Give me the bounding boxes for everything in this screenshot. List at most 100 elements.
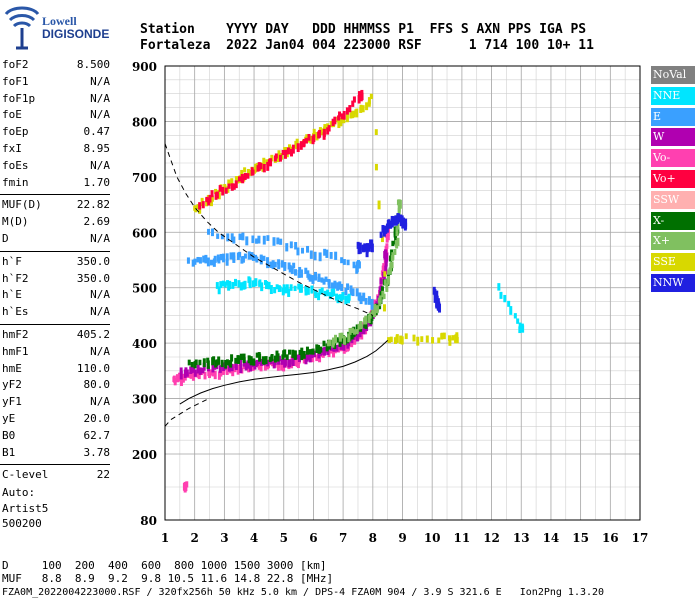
echo-mark (239, 353, 243, 361)
echo-mark (205, 196, 209, 203)
param-value: 405.2 (76, 328, 110, 341)
param-row: hmF2 405.2 (2, 328, 110, 344)
echo-mark (313, 271, 317, 281)
param-row: MUF(D) 22.82 (2, 198, 110, 214)
plot-frame (164, 65, 641, 521)
echo-mark (375, 305, 379, 312)
param-row: h`Es N/A (2, 305, 110, 321)
echo-mark (451, 335, 455, 341)
param-label: foEs (2, 158, 29, 172)
echo-mark (187, 359, 191, 366)
echo-mark (315, 344, 319, 354)
header-line-1: Station YYYY DAY DDD HHMMSS P1 FFS S AXN… (140, 22, 587, 37)
echo-mark (332, 288, 336, 297)
echo-mark (267, 281, 271, 290)
echo-mark (226, 233, 230, 242)
echo-mark (355, 329, 359, 335)
echo-mark (329, 251, 333, 259)
echo-mark (255, 352, 259, 358)
echo-mark (216, 233, 220, 239)
echo-mark (323, 248, 327, 256)
echo-mark (296, 247, 300, 256)
echo-mark (387, 337, 391, 343)
echo-mark (312, 128, 316, 138)
echo-mark (313, 251, 317, 261)
echo-mark (198, 202, 202, 210)
echo-mark (297, 283, 301, 290)
param-value: 8.95 (83, 142, 111, 155)
echo-mark (269, 158, 273, 167)
param-label: MUF(D) (2, 198, 42, 212)
param-row: h`F2 350.0 (2, 272, 110, 288)
echo-mark (383, 249, 387, 257)
echo-mark (386, 234, 390, 241)
echo-mark (373, 299, 377, 308)
echo-mark (306, 354, 310, 361)
echo-mark (378, 295, 382, 304)
echo-mark (252, 358, 256, 366)
echo-mark (197, 371, 201, 380)
echo-mark (281, 149, 285, 156)
echo-mark (194, 359, 198, 366)
echo-mark (370, 298, 374, 306)
echo-mark (229, 359, 233, 368)
echo-mark (373, 304, 377, 313)
echo-mark (201, 201, 205, 209)
echo-mark (206, 360, 210, 369)
echo-mark (285, 243, 289, 252)
echo-mark (215, 359, 219, 366)
echo-mark (344, 287, 348, 296)
param-separator (0, 194, 110, 196)
echo-mark (383, 279, 387, 286)
x-tick-label: 8 (369, 531, 377, 545)
y-tick-label: 600 (132, 226, 157, 240)
echo-mark (241, 256, 245, 263)
echo-mark (287, 349, 291, 355)
echo-mark (499, 291, 503, 299)
echo-mark (395, 334, 399, 343)
x-tick-label: 15 (572, 531, 589, 545)
echo-mark (338, 332, 342, 339)
param-label: yF1 (2, 395, 22, 409)
x-tick-label: 1 (161, 531, 169, 545)
echo-mark (324, 276, 328, 282)
param-row: foEs N/A (2, 159, 110, 175)
echo-mark (173, 377, 177, 386)
echo-mark (248, 279, 252, 289)
echo-mark (208, 369, 212, 379)
echo-mark (380, 235, 384, 243)
echo-mark (302, 138, 306, 147)
echo-mark (387, 276, 391, 285)
echo-mark (211, 365, 215, 373)
echo-mark (497, 283, 501, 291)
echo-mark (337, 120, 341, 129)
param-row: C-level 22 (2, 468, 110, 484)
param-label: fmin (2, 175, 29, 189)
x-tick-label: 10 (424, 531, 441, 545)
echo-mark (215, 282, 219, 289)
echo-mark (266, 257, 270, 266)
echo-mark (175, 374, 179, 383)
echo-mark (239, 359, 243, 366)
echo-mark (300, 247, 304, 254)
echo-mark (346, 259, 350, 266)
echo-mark (251, 169, 255, 176)
echo-mark (276, 237, 280, 245)
echo-mark (239, 282, 243, 291)
echo-mark (340, 113, 344, 120)
echo-mark (290, 266, 294, 275)
echo-mark (346, 283, 350, 290)
logo-mark-icon (4, 6, 40, 50)
param-value: N/A (90, 344, 110, 358)
echo-mark (298, 349, 302, 355)
echo-mark (395, 227, 399, 237)
echo-mark (238, 233, 242, 240)
echo-mark (236, 176, 240, 184)
echo-mark (266, 360, 270, 367)
echo-mark (227, 179, 231, 186)
echo-mark (271, 358, 275, 367)
echo-mark (325, 343, 329, 352)
echo-mark (220, 359, 224, 368)
echo-mark (263, 361, 267, 371)
echo-mark (338, 339, 342, 347)
